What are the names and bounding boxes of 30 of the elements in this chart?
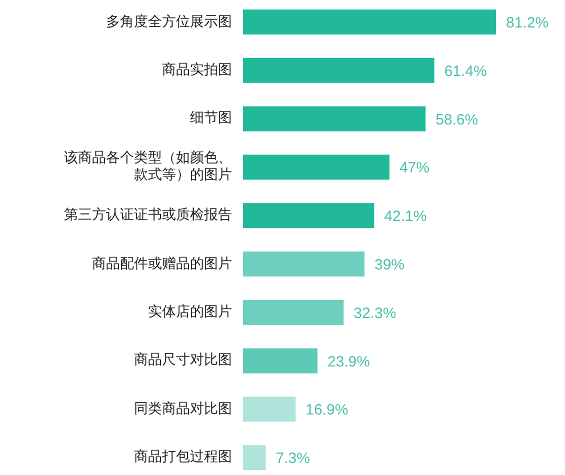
y-tick-label: 实体店的图片 xyxy=(147,304,232,321)
data-label: 16.9% xyxy=(306,402,348,419)
data-label: 7.3% xyxy=(276,450,310,468)
y-tick-label: 细节图 xyxy=(189,110,232,128)
y-tick-label: 商品实拍图 xyxy=(161,62,232,79)
data-label: 61.4% xyxy=(444,62,487,80)
bar xyxy=(243,106,426,132)
data-label: 42.1% xyxy=(384,208,427,226)
data-label: 58.6% xyxy=(436,111,478,128)
y-tick-label: 第三方认证证书或质检报告 xyxy=(63,207,232,224)
y-tick-label: 多角度全方位展示图 xyxy=(105,14,232,30)
data-label: 47% xyxy=(399,160,430,177)
y-tick-label: 商品打包过程图 xyxy=(133,449,232,466)
bar xyxy=(243,58,434,83)
data-label: 23.9% xyxy=(327,353,370,370)
bar xyxy=(243,300,344,325)
data-label: 39% xyxy=(374,256,405,274)
data-label: 32.3% xyxy=(354,304,396,322)
y-tick-label: 商品配件或赠品的图片 xyxy=(91,256,232,272)
data-label: 81.2% xyxy=(506,14,549,32)
bar xyxy=(243,252,365,276)
bar xyxy=(243,10,496,34)
y-tick-label: 商品尺寸对比图 xyxy=(133,352,232,370)
bar xyxy=(243,348,318,374)
bar xyxy=(243,445,266,470)
bar xyxy=(243,396,296,422)
y-tick-label: 该商品各个类型（如颜色、款式等）的图片 xyxy=(63,150,232,184)
y-tick-label: 同类商品对比图 xyxy=(133,400,232,418)
bar xyxy=(243,203,374,228)
bar xyxy=(243,154,390,180)
